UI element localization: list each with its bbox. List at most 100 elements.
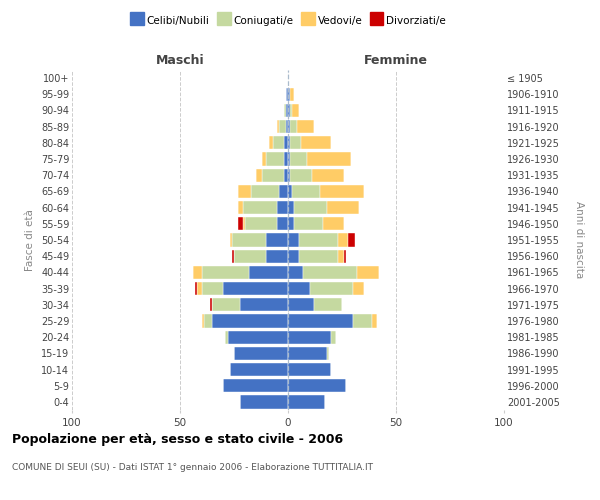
Bar <box>241 396 288 408</box>
Bar <box>331 330 335 344</box>
Bar <box>288 298 314 312</box>
Bar <box>288 266 303 279</box>
Bar <box>344 250 346 263</box>
Bar <box>338 234 349 246</box>
Bar <box>353 314 372 328</box>
Bar <box>288 379 346 392</box>
Bar <box>227 330 288 344</box>
Bar <box>288 282 310 295</box>
Bar <box>256 168 262 182</box>
Bar <box>320 185 364 198</box>
Bar <box>312 168 344 182</box>
Bar <box>232 234 266 246</box>
Bar <box>292 104 299 117</box>
Bar <box>288 396 325 408</box>
Bar <box>290 136 301 149</box>
Bar <box>234 250 266 263</box>
Bar <box>357 266 379 279</box>
Bar <box>266 234 288 246</box>
Bar <box>230 234 232 246</box>
Bar <box>288 346 327 360</box>
Bar <box>327 346 329 360</box>
Bar <box>292 185 320 198</box>
Bar <box>210 298 212 312</box>
Bar <box>202 266 249 279</box>
Bar <box>288 136 290 149</box>
Bar <box>277 120 280 134</box>
Text: COMUNE DI SEUI (SU) - Dati ISTAT 1° gennaio 2006 - Elaborazione TUTTITALIA.IT: COMUNE DI SEUI (SU) - Dati ISTAT 1° genn… <box>12 462 373 471</box>
Bar <box>262 152 266 166</box>
Bar <box>241 298 288 312</box>
Bar <box>290 88 295 101</box>
Bar <box>223 282 288 295</box>
Bar <box>338 250 344 263</box>
Bar <box>251 185 280 198</box>
Bar <box>295 217 323 230</box>
Bar <box>242 201 277 214</box>
Bar <box>238 185 251 198</box>
Bar <box>327 201 359 214</box>
Legend: Celibi/Nubili, Coniugati/e, Vedovi/e, Divorziati/e: Celibi/Nubili, Coniugati/e, Vedovi/e, Di… <box>128 14 448 28</box>
Bar <box>288 88 290 101</box>
Bar <box>284 152 288 166</box>
Bar <box>226 330 227 344</box>
Bar <box>290 152 307 166</box>
Text: Maschi: Maschi <box>155 54 205 68</box>
Bar <box>202 282 223 295</box>
Bar <box>234 346 288 360</box>
Bar <box>288 104 290 117</box>
Bar <box>286 120 288 134</box>
Bar <box>280 120 286 134</box>
Bar <box>193 266 202 279</box>
Bar <box>310 282 353 295</box>
Bar <box>286 88 288 101</box>
Bar <box>299 234 338 246</box>
Bar <box>323 217 344 230</box>
Bar <box>284 168 288 182</box>
Bar <box>288 330 331 344</box>
Bar <box>288 250 299 263</box>
Bar <box>288 201 295 214</box>
Bar <box>195 282 197 295</box>
Bar <box>266 250 288 263</box>
Bar <box>277 217 288 230</box>
Bar <box>299 250 338 263</box>
Y-axis label: Anni di nascita: Anni di nascita <box>574 202 584 278</box>
Bar <box>372 314 377 328</box>
Bar <box>288 363 331 376</box>
Bar <box>230 363 288 376</box>
Bar <box>288 234 299 246</box>
Bar <box>349 234 355 246</box>
Bar <box>284 136 288 149</box>
Bar <box>288 168 290 182</box>
Bar <box>242 217 245 230</box>
Bar <box>288 152 290 166</box>
Bar <box>296 120 314 134</box>
Bar <box>288 314 353 328</box>
Bar <box>273 136 284 149</box>
Bar <box>277 201 288 214</box>
Bar <box>314 298 342 312</box>
Bar <box>212 298 241 312</box>
Bar <box>202 314 204 328</box>
Bar <box>269 136 273 149</box>
Bar <box>301 136 331 149</box>
Text: Popolazione per età, sesso e stato civile - 2006: Popolazione per età, sesso e stato civil… <box>12 432 343 446</box>
Bar <box>238 217 242 230</box>
Bar <box>295 201 327 214</box>
Bar <box>266 152 284 166</box>
Bar <box>288 185 292 198</box>
Bar <box>204 314 212 328</box>
Bar <box>353 282 364 295</box>
Bar <box>238 201 242 214</box>
Bar <box>284 104 286 117</box>
Bar <box>307 152 350 166</box>
Text: Femmine: Femmine <box>364 54 428 68</box>
Bar <box>290 120 296 134</box>
Bar <box>262 168 284 182</box>
Bar <box>280 185 288 198</box>
Y-axis label: Fasce di età: Fasce di età <box>25 209 35 271</box>
Bar <box>286 104 288 117</box>
Bar <box>212 314 288 328</box>
Bar <box>288 120 290 134</box>
